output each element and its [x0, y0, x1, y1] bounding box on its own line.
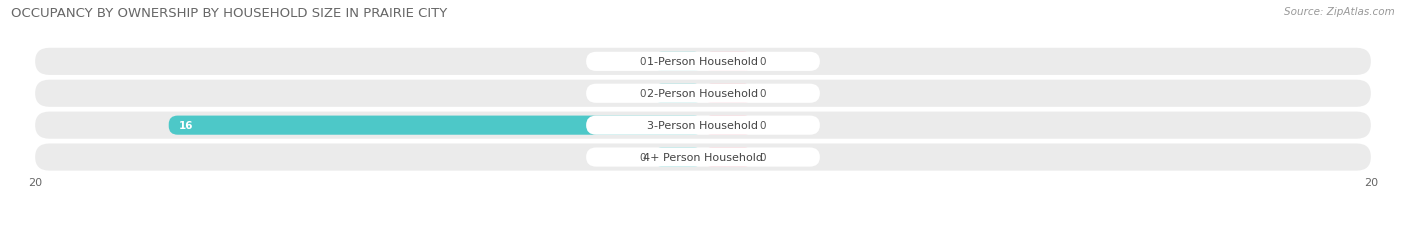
Text: 0: 0	[640, 57, 647, 67]
FancyBboxPatch shape	[652, 84, 703, 103]
FancyBboxPatch shape	[703, 116, 754, 135]
FancyBboxPatch shape	[586, 53, 820, 72]
Text: 16: 16	[179, 121, 193, 131]
FancyBboxPatch shape	[652, 148, 703, 167]
FancyBboxPatch shape	[703, 148, 754, 167]
FancyBboxPatch shape	[35, 80, 1371, 107]
Text: 0: 0	[759, 89, 766, 99]
Text: 0: 0	[759, 57, 766, 67]
Text: 2-Person Household: 2-Person Household	[647, 89, 759, 99]
FancyBboxPatch shape	[703, 53, 754, 72]
FancyBboxPatch shape	[586, 116, 820, 135]
Text: 0: 0	[640, 89, 647, 99]
Text: OCCUPANCY BY OWNERSHIP BY HOUSEHOLD SIZE IN PRAIRIE CITY: OCCUPANCY BY OWNERSHIP BY HOUSEHOLD SIZE…	[11, 7, 447, 20]
Text: 3-Person Household: 3-Person Household	[648, 121, 758, 131]
FancyBboxPatch shape	[652, 53, 703, 72]
FancyBboxPatch shape	[586, 84, 820, 103]
FancyBboxPatch shape	[35, 112, 1371, 139]
Text: 0: 0	[759, 152, 766, 162]
Text: 1-Person Household: 1-Person Household	[648, 57, 758, 67]
Text: 0: 0	[640, 152, 647, 162]
Text: Source: ZipAtlas.com: Source: ZipAtlas.com	[1284, 7, 1395, 17]
FancyBboxPatch shape	[586, 148, 820, 167]
FancyBboxPatch shape	[35, 49, 1371, 76]
FancyBboxPatch shape	[35, 144, 1371, 171]
FancyBboxPatch shape	[703, 84, 754, 103]
Text: 0: 0	[759, 121, 766, 131]
Text: 4+ Person Household: 4+ Person Household	[643, 152, 763, 162]
FancyBboxPatch shape	[169, 116, 703, 135]
Legend: Owner-occupied, Renter-occupied: Owner-occupied, Renter-occupied	[588, 228, 818, 231]
